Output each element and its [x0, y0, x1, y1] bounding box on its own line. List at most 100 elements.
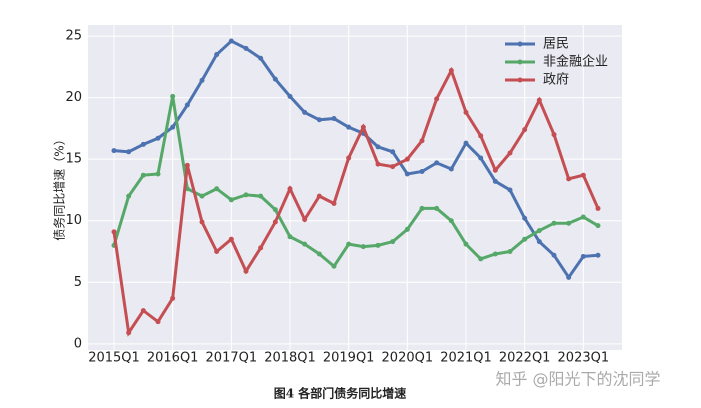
point — [170, 295, 176, 301]
y-tick-label: 10 — [65, 213, 82, 228]
point — [346, 241, 352, 247]
point — [346, 124, 352, 130]
x-tick-label: 2016Q1 — [147, 351, 199, 366]
point — [448, 68, 454, 74]
point — [595, 252, 601, 258]
point — [507, 249, 513, 255]
point — [287, 186, 293, 192]
point — [140, 308, 146, 314]
watermark: 知乎 @阳光下的沈同学 — [495, 370, 660, 389]
point — [492, 251, 498, 257]
point — [580, 253, 586, 259]
point — [272, 219, 278, 225]
y-tick-label: 15 — [65, 152, 82, 167]
point — [199, 219, 205, 225]
point — [199, 77, 205, 83]
y-tick-label: 5 — [74, 275, 82, 290]
point — [434, 205, 440, 211]
point — [302, 217, 308, 223]
point — [346, 155, 352, 161]
x-tick-label: 2017Q1 — [206, 351, 258, 366]
point — [566, 176, 572, 182]
point — [551, 132, 557, 138]
point — [243, 192, 249, 198]
series-line — [112, 66, 600, 337]
x-tick-label: 2023Q1 — [558, 351, 610, 366]
point — [463, 140, 469, 146]
point — [243, 45, 249, 51]
point — [228, 197, 234, 203]
point — [507, 187, 513, 193]
point — [434, 96, 440, 102]
legend-marker — [517, 77, 523, 83]
point — [492, 167, 498, 173]
point — [111, 148, 117, 154]
point — [287, 93, 293, 99]
point — [258, 55, 264, 61]
point — [566, 274, 572, 280]
point — [419, 138, 425, 144]
point — [170, 93, 176, 99]
legend-label: 政府 — [543, 73, 569, 88]
point — [302, 241, 308, 247]
point — [126, 193, 132, 199]
point — [316, 193, 322, 199]
point — [404, 156, 410, 162]
point — [199, 193, 205, 199]
point — [522, 215, 528, 221]
point — [536, 228, 542, 234]
point — [390, 164, 396, 170]
point — [419, 168, 425, 174]
point — [258, 193, 264, 199]
point — [419, 205, 425, 211]
point — [404, 226, 410, 232]
plot-area — [88, 25, 622, 350]
point — [536, 239, 542, 245]
y-axis-label: 债务同比增速（%） — [52, 133, 67, 240]
x-tick-label: 2018Q1 — [264, 351, 316, 366]
point — [434, 160, 440, 166]
y-tick-label: 20 — [65, 90, 82, 105]
point — [448, 166, 454, 172]
point — [390, 239, 396, 245]
point — [302, 109, 308, 115]
legend-label: 居民 — [543, 37, 569, 52]
point — [463, 109, 469, 115]
point — [595, 205, 601, 211]
point — [155, 319, 161, 325]
point — [375, 161, 381, 167]
point — [140, 172, 146, 178]
point — [448, 218, 454, 224]
point — [478, 133, 484, 139]
point — [478, 155, 484, 161]
point — [375, 242, 381, 248]
y-tick-label: 0 — [74, 336, 82, 351]
point — [463, 241, 469, 247]
point — [126, 149, 132, 155]
point — [478, 256, 484, 262]
point — [214, 52, 220, 58]
point — [316, 117, 322, 123]
point — [272, 76, 278, 82]
point — [522, 236, 528, 242]
point — [331, 116, 337, 122]
point — [492, 178, 498, 184]
point — [595, 223, 601, 229]
point — [580, 214, 586, 220]
point — [243, 268, 249, 274]
point — [111, 229, 117, 235]
x-tick-label: 2022Q1 — [499, 351, 551, 366]
legend-label: 非金融企业 — [543, 54, 608, 70]
series-line — [113, 39, 599, 281]
caption: 图4 各部门债务同比增速 — [274, 386, 407, 401]
x-tick-label: 2015Q1 — [88, 351, 140, 366]
x-tick-label: 2021Q1 — [440, 351, 492, 366]
point — [390, 149, 396, 155]
point — [126, 330, 132, 336]
point — [404, 171, 410, 177]
point — [316, 251, 322, 257]
legend-marker — [517, 59, 523, 65]
point — [258, 245, 264, 251]
